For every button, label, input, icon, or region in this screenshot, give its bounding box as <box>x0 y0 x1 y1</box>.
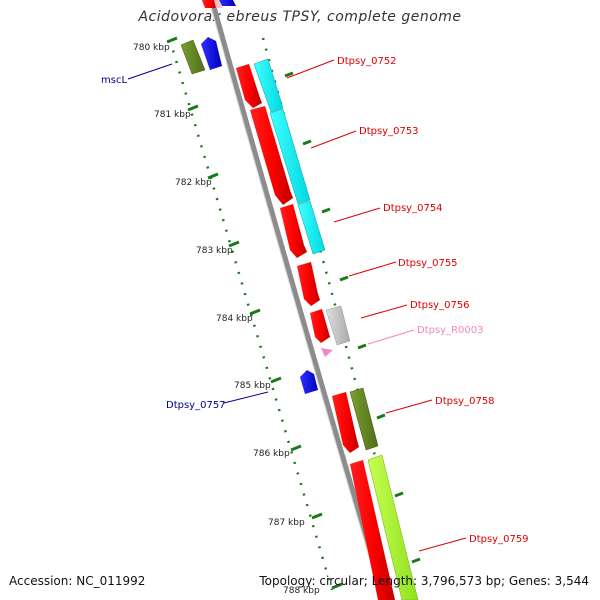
gene-label-dtpsy-0756[interactable]: Dtpsy_0756 <box>410 300 470 311</box>
kbp-scale-track <box>168 39 334 591</box>
gene-label-dtpsy-0757[interactable]: Dtpsy_0757 <box>166 400 226 411</box>
dtpsy-0755-gene-arrow <box>297 262 320 306</box>
dtpsy-0754-gene-arrow <box>280 204 307 258</box>
mscl-olive-feature <box>180 39 206 75</box>
gene-label-dtpsy-0753[interactable]: Dtpsy_0753 <box>359 126 419 137</box>
dtpsy-0759-gene-arrow <box>350 460 395 600</box>
cyan-feature-middle <box>269 108 311 205</box>
gene-label-dtpsy-0752[interactable]: Dtpsy_0752 <box>337 56 397 67</box>
cyan-feature-bottom <box>297 200 326 255</box>
accession-text: Accession: NC_011992 <box>9 574 146 588</box>
dtpsy-0757-gene-arrow <box>300 370 318 394</box>
label-leader-lines <box>127 59 467 552</box>
kbp-label: 788 kbp <box>283 586 320 596</box>
genome-backbone <box>209 0 388 600</box>
top-partial-red-feature <box>202 0 217 8</box>
dtpsy-0756-gene-arrow <box>310 309 330 343</box>
dtpsy-r0003-rna-marker <box>321 348 333 357</box>
mscl-gene-arrow <box>201 37 222 70</box>
kbp-label: 783 kbp <box>196 246 233 256</box>
kbp-label: 781 kbp <box>154 110 191 120</box>
kbp-ticks <box>166 36 343 590</box>
gene-label-dtpsy-0755[interactable]: Dtpsy_0755 <box>398 258 458 269</box>
lime-feature <box>367 454 419 600</box>
top-partial-blue-feature <box>219 0 236 6</box>
olive-feature <box>349 387 379 451</box>
gene-label-mscl[interactable]: mscL <box>101 75 127 86</box>
gray-feature <box>325 305 351 346</box>
cyan-feature-top <box>253 58 284 113</box>
kbp-label: 785 kbp <box>234 381 271 391</box>
topology-text: Topology: circular; Length: 3,796,573 bp… <box>259 574 589 588</box>
gene-label-dtpsy-0758[interactable]: Dtpsy_0758 <box>435 396 495 407</box>
kbp-label: 787 kbp <box>268 518 305 528</box>
gene-label-dtpsy-0759[interactable]: Dtpsy_0759 <box>469 534 529 545</box>
inner-track-dashes <box>284 71 421 564</box>
genome-backbone-highlight <box>208 0 383 600</box>
kbp-label: 782 kbp <box>175 178 212 188</box>
top-partial-pink-feature <box>214 0 222 8</box>
gene-label-dtpsy-r0003[interactable]: Dtpsy_R0003 <box>417 325 484 336</box>
kbp-label: 784 kbp <box>216 314 253 324</box>
dtpsy-0758-gene-arrow <box>332 392 359 453</box>
dtpsy-0752-gene-arrow <box>236 64 262 108</box>
gene-label-dtpsy-0754[interactable]: Dtpsy_0754 <box>383 203 443 214</box>
dtpsy-0753-gene-arrow <box>250 106 293 205</box>
kbp-label: 786 kbp <box>253 449 290 459</box>
kbp-label: 780 kbp <box>133 43 170 53</box>
